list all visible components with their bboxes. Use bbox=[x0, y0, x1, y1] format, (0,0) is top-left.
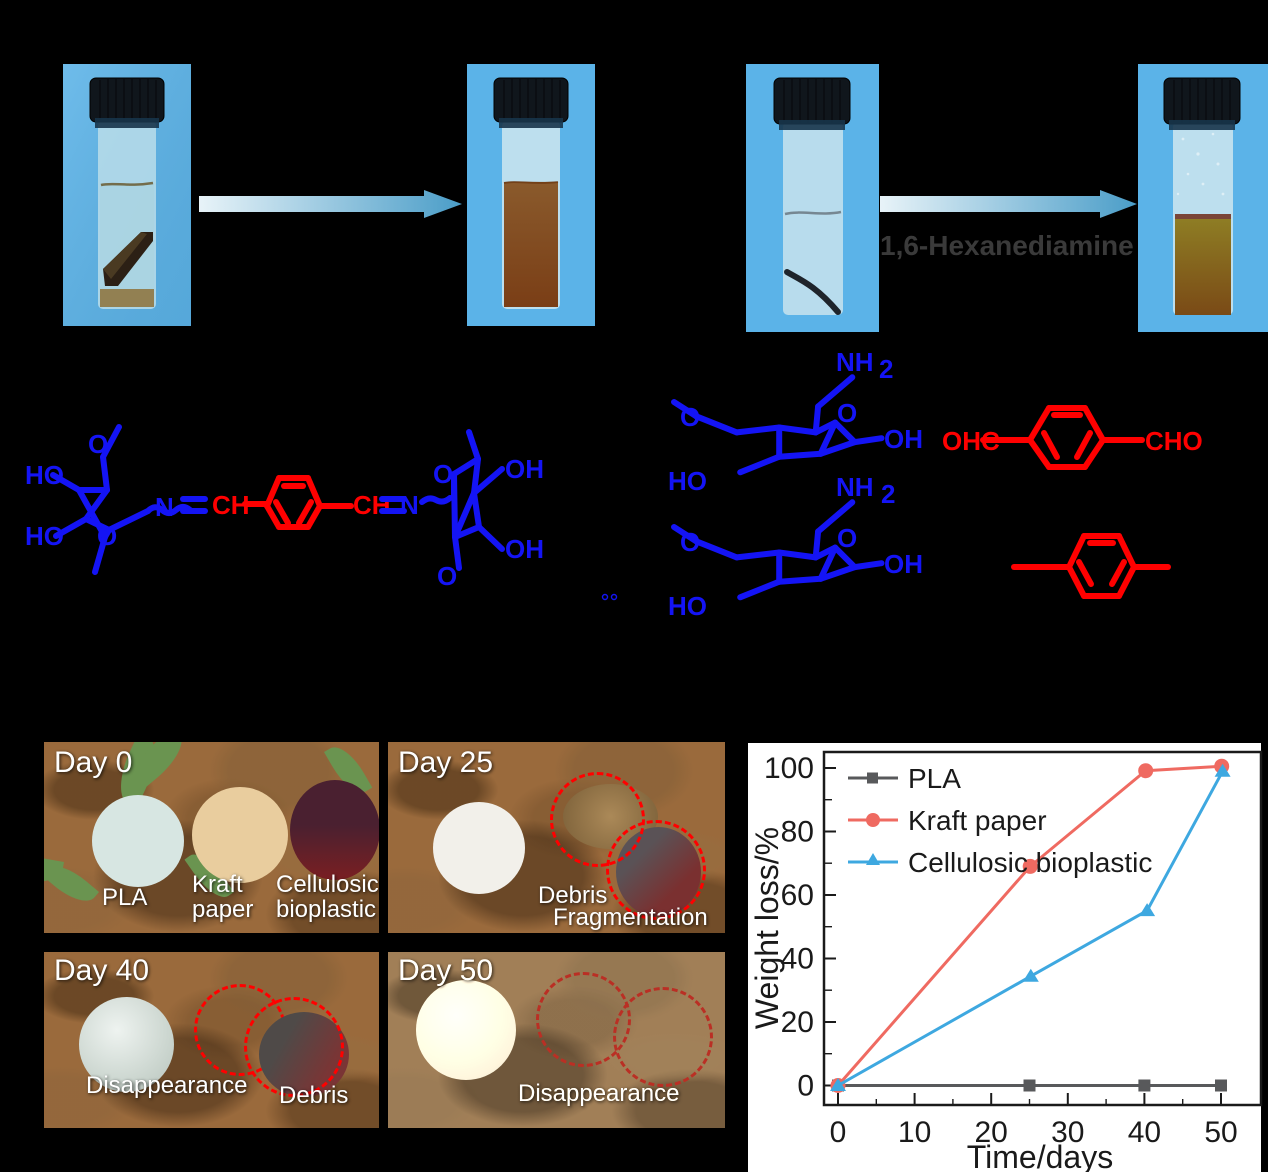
svg-text:Cellulosic bioplastic: Cellulosic bioplastic bbox=[908, 847, 1152, 878]
svg-text:20: 20 bbox=[781, 1006, 814, 1039]
svg-text:Kraft paper: Kraft paper bbox=[908, 805, 1047, 836]
svg-text:40: 40 bbox=[781, 943, 814, 976]
svg-text:0: 0 bbox=[797, 1070, 814, 1103]
svg-text:80: 80 bbox=[781, 816, 814, 849]
svg-text:PLA: PLA bbox=[908, 763, 961, 794]
svg-text:50: 50 bbox=[1204, 1116, 1237, 1149]
svg-text:60: 60 bbox=[781, 879, 814, 912]
svg-text:0: 0 bbox=[830, 1116, 847, 1149]
svg-text:40: 40 bbox=[1128, 1116, 1161, 1149]
svg-text:Weight loss/%: Weight loss/% bbox=[749, 827, 785, 1029]
svg-text:Time/days: Time/days bbox=[967, 1139, 1113, 1172]
svg-text:10: 10 bbox=[898, 1116, 931, 1149]
svg-text:100: 100 bbox=[764, 752, 814, 785]
